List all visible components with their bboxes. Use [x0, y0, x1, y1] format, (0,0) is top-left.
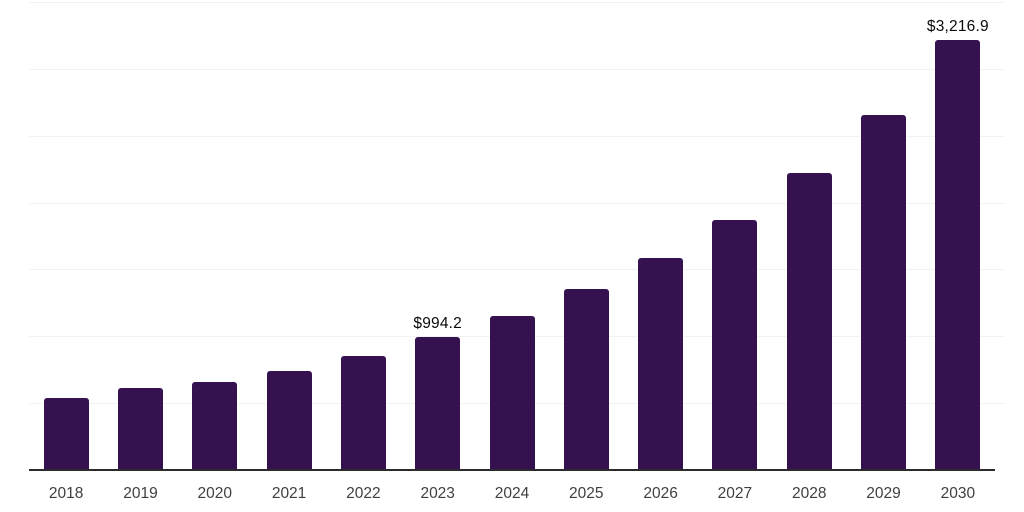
bar-value-label-2023: $994.2	[413, 315, 462, 333]
x-tick-label-2018: 2018	[48, 485, 84, 502]
bar-2023	[415, 337, 461, 470]
gridline-1500	[29, 269, 1005, 271]
x-tick-label-2021: 2021	[271, 485, 307, 502]
bar-value-label-2030: $3,216.9	[926, 17, 989, 35]
bar-2027	[712, 219, 758, 470]
bar-2021	[266, 371, 312, 470]
x-tick-label-2025: 2025	[569, 485, 604, 502]
gridline-2000	[29, 202, 1005, 204]
x-tick-label-2026: 2026	[643, 485, 678, 502]
bar-2025	[563, 288, 609, 470]
x-tick-label-2024: 2024	[494, 485, 530, 502]
x-tick-label-2027: 2027	[717, 485, 753, 502]
x-tick-label-2020: 2020	[197, 485, 233, 502]
bar-2026	[638, 258, 684, 470]
x-tick-label-2019: 2019	[123, 485, 158, 502]
x-tick-label-2023: 2023	[420, 485, 455, 502]
gridline-3500	[29, 2, 1005, 3]
gridline-3000	[29, 68, 1005, 70]
bar-2018	[43, 398, 89, 470]
bar-2022	[340, 355, 386, 470]
x-tick-label-2030: 2030	[940, 485, 976, 502]
x-axis-line	[29, 469, 995, 471]
x-tick-label-2022: 2022	[346, 485, 381, 502]
x-tick-label-2028: 2028	[791, 485, 827, 502]
bar-2030	[935, 39, 981, 470]
bar-2029	[861, 114, 907, 470]
bar-2024	[489, 315, 535, 470]
gridline-2500	[29, 135, 1005, 137]
x-tick-label-2029: 2029	[866, 485, 901, 502]
bar-2019	[117, 388, 163, 470]
bar-2020	[192, 382, 238, 470]
bar-2028	[786, 173, 832, 470]
